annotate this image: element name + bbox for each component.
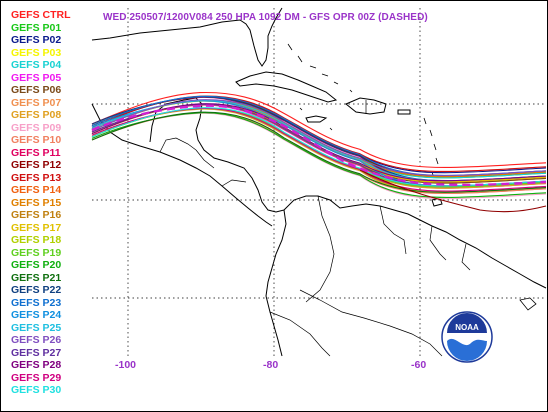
ensemble-legend: GEFS CTRL GEFS P01 GEFS P02 GEFS P03 GEFS P0…: [11, 9, 91, 397]
legend-item: GEFS P22: [11, 284, 62, 297]
legend-item: GEFS P16: [11, 209, 62, 222]
ensemble-contour-line: [359, 169, 547, 213]
legend-item: GEFS P15: [11, 196, 62, 209]
legend-item: GEFS P07: [11, 96, 62, 109]
legend-item: GEFS P17: [11, 221, 62, 234]
ensemble-contours: [91, 91, 547, 213]
legend-item: GEFS P08: [11, 109, 62, 122]
legend-item: GEFS P06: [11, 84, 62, 97]
longitude-tick-100w: -100: [115, 359, 137, 371]
legend-item: GEFS P19: [11, 246, 62, 259]
legend-item: GEFS P20: [11, 259, 62, 272]
legend-item: GEFS P01: [11, 21, 62, 34]
ensemble-contour-line: [91, 111, 547, 193]
legend-item: GEFS P30: [11, 384, 62, 397]
legend-item: GEFS P03: [11, 46, 62, 59]
longitude-tick-60w: -60: [411, 359, 427, 371]
legend-item: GEFS P09: [11, 121, 62, 134]
legend-item: GEFS P26: [11, 334, 62, 347]
map-title: WED 250507/1200V084 250 HPA 1092 DM - GF…: [103, 12, 428, 23]
legend-item: GEFS P27: [11, 346, 62, 359]
legend-item: GEFS P29: [11, 371, 62, 384]
lat-lon-grid: [92, 8, 546, 356]
legend-item: GEFS P25: [11, 321, 62, 334]
legend-item: GEFS P24: [11, 309, 62, 322]
coastlines: [91, 7, 547, 357]
legend-item: GEFS P13: [11, 171, 62, 184]
legend-item: GEFS P12: [11, 159, 62, 172]
legend-item: GEFS CTRL: [11, 9, 71, 21]
legend-item: GEFS P02: [11, 34, 62, 47]
legend-item: GEFS P05: [11, 71, 62, 84]
legend-item: GEFS P11: [11, 146, 61, 159]
legend-item: GEFS P04: [11, 59, 62, 72]
noaa-logo: NOAA: [441, 311, 493, 363]
legend-item: GEFS P28: [11, 359, 62, 372]
legend-item: GEFS P23: [11, 296, 62, 309]
noaa-logo-text: NOAA: [455, 323, 479, 332]
longitude-tick-80w: -80: [263, 359, 279, 371]
ensemble-contour-line: [91, 95, 547, 174]
legend-item: GEFS P14: [11, 184, 62, 197]
legend-item: GEFS P18: [11, 234, 62, 247]
ensemble-contour-line: [91, 99, 547, 177]
gfs-operational-dashed-contour: [91, 104, 547, 187]
legend-item: GEFS P21: [11, 271, 62, 284]
ensemble-contour-line: [91, 95, 547, 173]
ensemble-contour-line: [91, 91, 547, 169]
legend-item: GEFS P10: [11, 134, 62, 147]
